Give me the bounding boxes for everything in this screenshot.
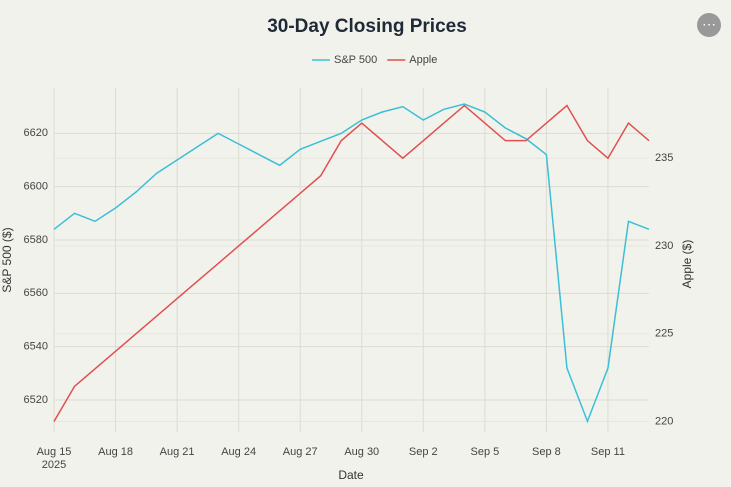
y-tick-label: 6620: [24, 127, 48, 139]
x-tick-label: Aug 30: [344, 446, 379, 458]
line-series: [53, 103, 650, 424]
x-tick-label: Aug 21: [160, 446, 195, 458]
y-tick-label: 6580: [24, 234, 48, 246]
x-tick-label: Aug 24: [221, 446, 256, 458]
y-tick-label: 6560: [24, 287, 48, 299]
x-tick-label: Sep 2: [409, 446, 438, 458]
y2-tick-label: 225: [655, 328, 673, 340]
y2-axis-title: Apple ($): [680, 240, 694, 289]
x-tick-label: Aug 27: [283, 446, 318, 458]
chart-title: 30-Day Closing Prices: [267, 16, 467, 37]
x-tick-label: Sep 11: [591, 446, 625, 458]
x-tick-label: Aug 15 2025: [37, 446, 72, 471]
line-series: [53, 104, 650, 422]
legend-label: S&P 500: [334, 54, 377, 66]
menu-button[interactable]: ⋯: [697, 13, 721, 37]
x-axis-title: Date: [338, 468, 364, 482]
y-tick-label: 6540: [24, 341, 48, 353]
y2-tick-label: 235: [655, 152, 673, 164]
y-axis-title: S&P 500 ($): [0, 227, 14, 292]
x-tick-label: Sep 8: [532, 446, 561, 458]
y-tick-label: 6600: [24, 181, 48, 193]
y2-tick-label: 230: [655, 240, 673, 252]
y2-tick-label: 220: [655, 415, 673, 427]
y-tick-label: 6520: [24, 394, 48, 406]
x-tick-label: Aug 18: [98, 446, 133, 458]
legend-label: Apple: [409, 54, 437, 66]
x-tick-label: Sep 5: [470, 446, 499, 458]
